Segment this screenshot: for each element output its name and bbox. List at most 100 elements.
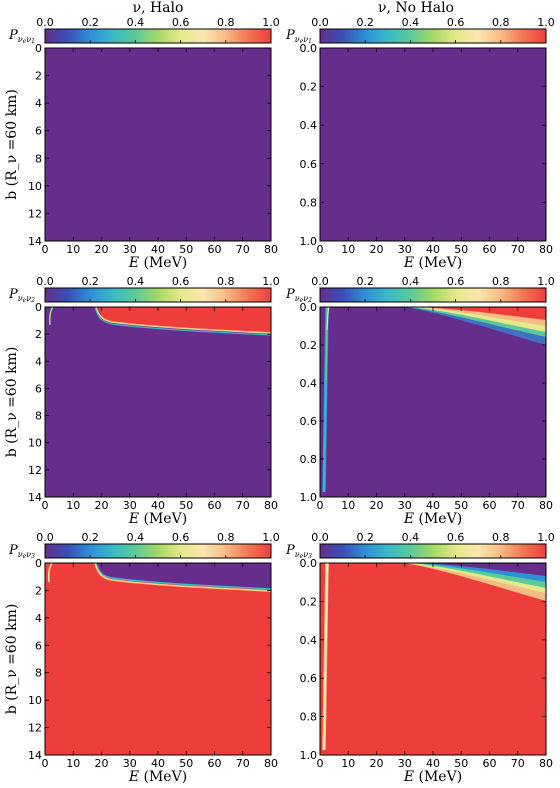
x-tick-label: 40 [426, 243, 440, 256]
x-tick-label: 70 [236, 499, 250, 512]
x-tick-label: 40 [151, 757, 165, 770]
x-tick-label: 40 [151, 243, 165, 256]
x-tick-label: 20 [370, 757, 384, 770]
x-tick-label: 30 [398, 499, 412, 512]
x-tick-label: 70 [236, 243, 250, 256]
title-left: ν, Halo [133, 0, 184, 16]
x-tick-label: 60 [483, 243, 497, 256]
y-tick-label: 0.4 [300, 377, 318, 390]
y-tick-label: 0.0 [300, 301, 318, 314]
y-tick-label: 0.8 [300, 196, 318, 209]
colorbar-tick-label: 0.6 [172, 275, 190, 288]
colorbar-tick-label: 0.4 [402, 531, 420, 544]
x-tick-label: 30 [123, 757, 137, 770]
x-tick-label: 10 [341, 499, 355, 512]
x-tick-label: 0 [317, 499, 324, 512]
x-tick-label: 50 [179, 243, 193, 256]
colorbar-tick-label: 0.2 [81, 275, 99, 288]
y-axis-label: b (R_ν =60 km) [4, 347, 20, 458]
y-tick-label: 12 [28, 464, 42, 477]
y-tick-label: 8 [35, 667, 42, 680]
x-tick-label: 50 [454, 499, 468, 512]
colorbar-tick-label: 0.0 [36, 531, 54, 544]
heatmap-row2-right [319, 306, 547, 498]
colorbar-label: Pνeν3 [8, 543, 35, 560]
y-axis-label: b (R_ν =60 km) [4, 604, 20, 715]
y-tick-label: 12 [28, 207, 42, 220]
x-tick-label: 10 [66, 499, 80, 512]
colorbar-tick-label: 0.0 [311, 275, 329, 288]
y-tick-label: 8 [35, 410, 42, 423]
y-tick-label: 14 [28, 235, 42, 248]
x-tick-label: 70 [511, 243, 525, 256]
y-tick-label: 1.0 [300, 749, 318, 762]
x-tick-label: 80 [539, 499, 553, 512]
x-tick-label: 50 [179, 757, 193, 770]
colorbar-tick-label: 0.8 [217, 16, 235, 29]
colorbar-row3-left: Pνeν3 [8, 543, 272, 560]
y-tick-label: 10 [28, 694, 42, 707]
y-tick-label: 10 [28, 437, 42, 450]
x-tick-label: 20 [95, 499, 109, 512]
x-tick-label: 50 [179, 499, 193, 512]
x-tick-label: 30 [398, 757, 412, 770]
x-axis-label: E (MeV) [128, 511, 187, 527]
y-tick-label: 0 [35, 42, 42, 55]
colorbar-tick-label: 0.0 [36, 275, 54, 288]
x-axis-label: E (MeV) [128, 255, 187, 271]
y-tick-label: 0.0 [300, 42, 318, 55]
y-tick-label: 10 [28, 180, 42, 193]
colorbar-row1-left: Pνeν1 [8, 28, 272, 45]
colorbar-tick-label: 0.0 [36, 16, 54, 29]
colorbar-tick-label: 0.4 [127, 16, 145, 29]
y-tick-label: 6 [35, 382, 42, 395]
y-tick-label: 14 [28, 749, 42, 762]
y-tick-label: 14 [28, 491, 42, 504]
x-tick-label: 0 [42, 243, 49, 256]
x-tick-label: 80 [264, 243, 278, 256]
colorbar-tick-label: 1.0 [537, 275, 555, 288]
x-tick-label: 80 [539, 757, 553, 770]
x-tick-label: 60 [208, 757, 222, 770]
y-tick-label: 1.0 [300, 491, 318, 504]
y-axis-label: b (R_ν =60 km) [4, 89, 20, 200]
colorbar-tick-label: 0.6 [447, 16, 465, 29]
y-tick-label: 0.4 [300, 119, 318, 132]
colorbar-tick-label: 1.0 [537, 16, 555, 29]
x-tick-label: 60 [208, 499, 222, 512]
x-axis-label: E (MeV) [128, 769, 187, 785]
x-tick-label: 40 [151, 499, 165, 512]
colorbar-tick-label: 1.0 [262, 16, 280, 29]
colorbar-tick-label: 0.8 [492, 275, 510, 288]
heatmap-row2-left [44, 306, 272, 498]
colorbar-tick-label: 1.0 [262, 275, 280, 288]
x-tick-label: 10 [66, 243, 80, 256]
x-tick-label: 30 [123, 243, 137, 256]
x-tick-label: 50 [454, 757, 468, 770]
x-tick-label: 70 [511, 757, 525, 770]
colorbar-label: Pνeν2 [8, 287, 35, 304]
colorbar-tick-label: 0.6 [447, 531, 465, 544]
colorbar-label: Pνeν1 [8, 28, 35, 45]
y-tick-label: 6 [35, 639, 42, 652]
y-tick-label: 1.0 [300, 235, 318, 248]
x-tick-label: 0 [42, 499, 49, 512]
x-tick-label: 70 [236, 757, 250, 770]
colorbar-tick-label: 0.8 [492, 16, 510, 29]
x-tick-label: 50 [454, 243, 468, 256]
y-tick-label: 0.8 [300, 453, 318, 466]
colorbar-tick-label: 0.4 [402, 275, 420, 288]
x-tick-label: 10 [66, 757, 80, 770]
y-tick-label: 4 [35, 97, 42, 110]
y-tick-label: 0.2 [300, 339, 318, 352]
x-tick-label: 40 [426, 757, 440, 770]
y-tick-label: 0.6 [300, 415, 318, 428]
colorbar-tick-label: 0.8 [217, 275, 235, 288]
y-tick-label: 0.2 [300, 595, 318, 608]
y-tick-label: 4 [35, 612, 42, 625]
x-tick-label: 40 [426, 499, 440, 512]
x-tick-label: 0 [42, 757, 49, 770]
y-tick-label: 0 [35, 301, 42, 314]
x-tick-label: 70 [511, 499, 525, 512]
